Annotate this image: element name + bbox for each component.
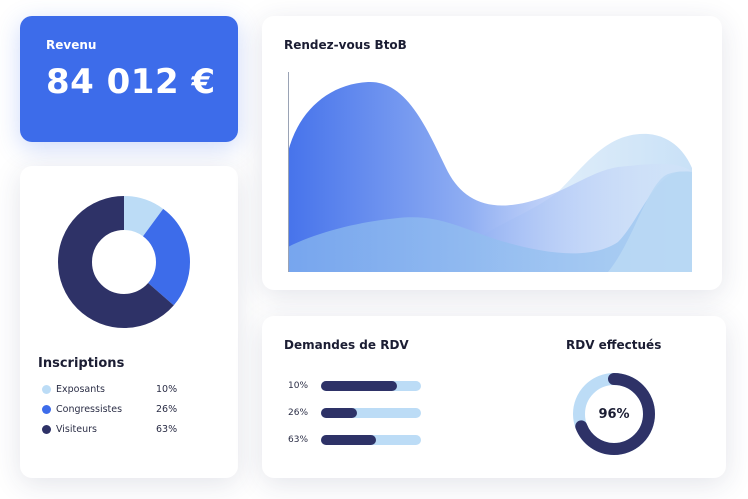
bar-label: 63% bbox=[288, 435, 309, 445]
bar-track bbox=[321, 381, 421, 391]
legend-value: 26% bbox=[156, 403, 178, 415]
bar-track bbox=[321, 408, 421, 418]
revenue-value: 84 012 € bbox=[46, 62, 216, 102]
revenue-label: Revenu bbox=[46, 38, 97, 52]
legend-dot bbox=[42, 384, 51, 394]
demandes-row: 10% bbox=[288, 380, 421, 392]
legend-dot bbox=[42, 404, 51, 414]
legend-dot bbox=[42, 424, 51, 434]
inscriptions-title: Inscriptions bbox=[38, 356, 125, 371]
bar-fill bbox=[321, 435, 376, 445]
effectues-ring-chart: 96% bbox=[570, 370, 658, 458]
ring-progress bbox=[573, 373, 655, 455]
legend-label: Visiteurs bbox=[56, 423, 97, 435]
donut-svg bbox=[58, 196, 190, 328]
btob-card: Rendez-vous BtoB bbox=[262, 16, 722, 290]
btob-area-chart bbox=[288, 72, 692, 272]
inscriptions-card: Inscriptions Exposants 10% Congressistes… bbox=[20, 166, 238, 478]
legend-value: 63% bbox=[156, 423, 178, 435]
demandes-row: 26% bbox=[288, 407, 421, 419]
effectues-value: 96% bbox=[598, 406, 630, 422]
demandes-title: Demandes de RDV bbox=[284, 338, 409, 352]
bar-label: 26% bbox=[288, 408, 309, 418]
bar-label: 10% bbox=[288, 381, 309, 391]
legend-value: 10% bbox=[156, 383, 178, 395]
rdv-card: Demandes de RDV 10% 26% 63% RDV effectué… bbox=[262, 316, 726, 478]
legend-label: Exposants bbox=[56, 383, 105, 395]
donut-slice-2 bbox=[58, 196, 190, 328]
ring-svg bbox=[573, 373, 655, 455]
bar-fill bbox=[321, 408, 357, 418]
legend-label: Congressistes bbox=[56, 403, 123, 415]
donut-slice-1 bbox=[58, 196, 190, 328]
inscriptions-donut-chart bbox=[58, 196, 190, 328]
legend-item-congressistes: Congressistes 26% bbox=[42, 402, 222, 416]
area-right-rise bbox=[608, 171, 692, 272]
btob-title: Rendez-vous BtoB bbox=[284, 38, 407, 52]
bar-fill bbox=[321, 381, 397, 391]
demandes-row: 63% bbox=[288, 434, 421, 446]
effectues-title: RDV effectués bbox=[566, 338, 662, 352]
legend-item-exposants: Exposants 10% bbox=[42, 382, 222, 396]
legend-item-visiteurs: Visiteurs 63% bbox=[42, 422, 222, 436]
area-front-low bbox=[288, 171, 692, 272]
revenue-card: Revenu 84 012 € bbox=[20, 16, 238, 142]
bar-track bbox=[321, 435, 421, 445]
